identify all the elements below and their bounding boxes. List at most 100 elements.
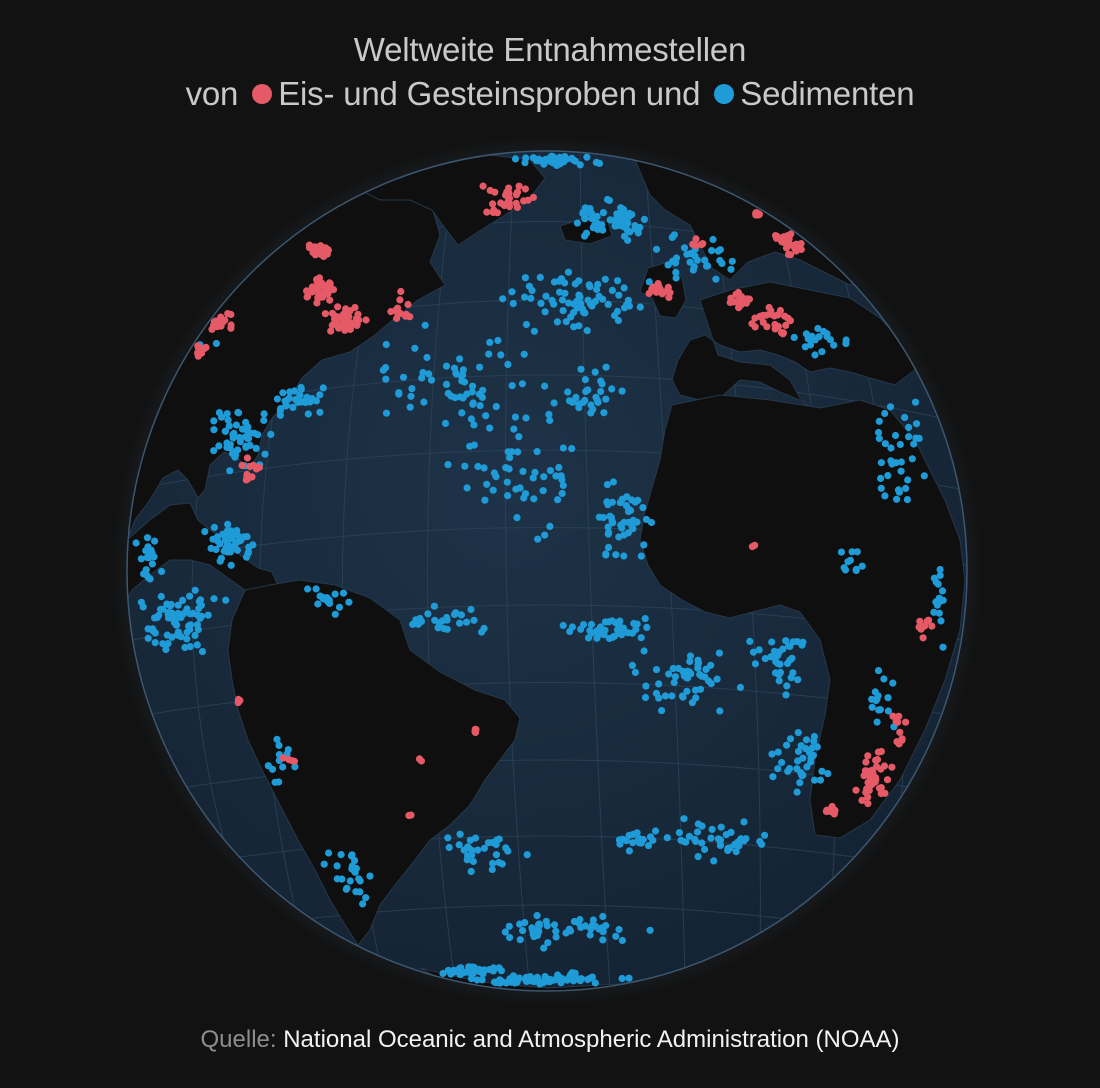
sediment-sample-point — [554, 496, 562, 504]
sediment-sample-point — [603, 481, 612, 489]
sediment-sample-point — [582, 229, 591, 237]
sediment-sample-point — [696, 685, 705, 693]
sediment-sample-point — [217, 554, 225, 562]
sediment-sample-point — [586, 208, 594, 217]
sediment-sample-point — [572, 393, 580, 401]
ice-rock-sample-point — [902, 718, 910, 726]
sediment-sample-point — [601, 275, 609, 283]
sediment-sample-point — [521, 159, 529, 167]
sediment-sample-point — [871, 688, 879, 696]
sediment-sample-point — [634, 496, 642, 504]
sediment-sample-point — [625, 974, 633, 982]
sediment-sample-point — [455, 965, 463, 973]
sediment-sample-point — [456, 393, 464, 401]
sediment-sample-point — [522, 320, 531, 329]
sediment-sample-point — [159, 640, 167, 648]
sediment-sample-point — [260, 410, 268, 418]
ice-rock-sample-point — [489, 200, 497, 208]
sediment-sample-point — [215, 409, 223, 417]
ice-rock-sample-point — [500, 201, 508, 210]
sediment-sample-point — [542, 292, 550, 300]
sediment-sample-point — [936, 571, 944, 580]
ice-rock-sample-point — [751, 314, 759, 322]
sediment-sample-point — [359, 900, 367, 908]
ice-rock-sample-point — [243, 473, 251, 481]
sediment-sample-point — [599, 936, 607, 944]
sediment-sample-point — [749, 648, 758, 656]
ice-rock-sample-point — [924, 616, 933, 624]
sediment-sample-point — [511, 155, 520, 163]
sediment-sample-point — [518, 380, 527, 388]
ice-rock-sample-point — [689, 240, 697, 248]
sediment-sample-point — [564, 388, 572, 396]
sediment-sample-point — [569, 977, 578, 985]
sediment-sample-point — [557, 472, 565, 480]
sediment-sample-point — [694, 660, 702, 669]
sediment-sample-point — [877, 474, 885, 482]
sediment-sample-point — [291, 763, 299, 771]
sediment-sample-point — [275, 741, 283, 750]
sediment-sample-point — [520, 350, 528, 358]
sediment-sample-point — [304, 410, 312, 418]
sediment-sample-point — [544, 939, 552, 947]
sediment-sample-point — [600, 631, 608, 639]
sediment-sample-point — [613, 307, 622, 315]
ice-rock-sample-point — [405, 811, 413, 820]
ice-rock-sample-point — [227, 310, 235, 319]
sediment-sample-point — [652, 689, 661, 698]
sediment-sample-point — [633, 620, 641, 628]
sediment-sample-point — [884, 472, 892, 480]
sediment-sample-point — [241, 433, 250, 441]
sediment-sample-points — [132, 152, 947, 988]
ice-rock-sample-point — [303, 287, 311, 295]
sediment-sample-point — [442, 380, 451, 388]
sediment-sample-point — [905, 433, 913, 441]
sediment-sample-point — [442, 362, 451, 370]
sediment-sample-point — [710, 857, 718, 865]
ice-rock-sample-point — [332, 312, 340, 321]
sediment-sample-point — [708, 247, 716, 255]
ice-rock-sample-point — [396, 296, 404, 304]
sediment-sample-point — [602, 395, 610, 403]
sediment-sample-point — [534, 535, 542, 543]
sediment-sample-point — [647, 518, 656, 527]
sediment-sample-point — [223, 439, 231, 447]
ice-rock-sample-point — [830, 810, 838, 818]
sediment-sample-point — [599, 912, 607, 921]
sediment-sample-point — [794, 729, 802, 737]
sediment-sample-point — [452, 370, 460, 378]
sediment-sample-point — [521, 490, 530, 498]
sediment-sample-point — [768, 653, 776, 661]
ice-rock-sample-point — [279, 754, 287, 762]
sediment-sample-point — [842, 340, 850, 348]
sediment-sample-point — [675, 829, 684, 837]
ice-rock-sample-point — [308, 283, 316, 291]
sediment-sample-point — [174, 628, 182, 636]
sediment-sample-point — [564, 268, 573, 276]
sediment-sample-point — [807, 754, 815, 762]
sediment-sample-point — [609, 519, 617, 527]
sediment-sample-point — [668, 233, 676, 241]
ice-rock-sample-point — [868, 781, 876, 789]
sediment-sample-point — [576, 161, 584, 169]
sediment-sample-point — [751, 660, 760, 668]
ice-rock-sample-point — [869, 774, 877, 783]
sediment-sample-point — [306, 398, 314, 406]
sediment-sample-point — [634, 836, 642, 844]
sediment-sample-point — [709, 235, 717, 244]
sediment-sample-point — [905, 423, 913, 431]
sediment-sample-point — [672, 274, 680, 282]
sediment-sample-point — [395, 390, 403, 398]
sediment-sample-point — [458, 409, 466, 417]
ice-rock-sample-point — [362, 316, 370, 324]
sediment-sample-point — [774, 765, 782, 773]
sediment-sample-point — [768, 750, 776, 758]
sediment-sample-point — [904, 476, 912, 484]
sediment-sample-point — [581, 214, 590, 222]
sediment-sample-point — [468, 846, 476, 854]
sediment-sample-point — [481, 496, 489, 504]
ice-rock-sample-point — [737, 293, 746, 301]
sediment-sample-point — [663, 834, 671, 842]
sediment-sample-point — [495, 835, 503, 843]
sediment-sample-point — [542, 917, 550, 925]
